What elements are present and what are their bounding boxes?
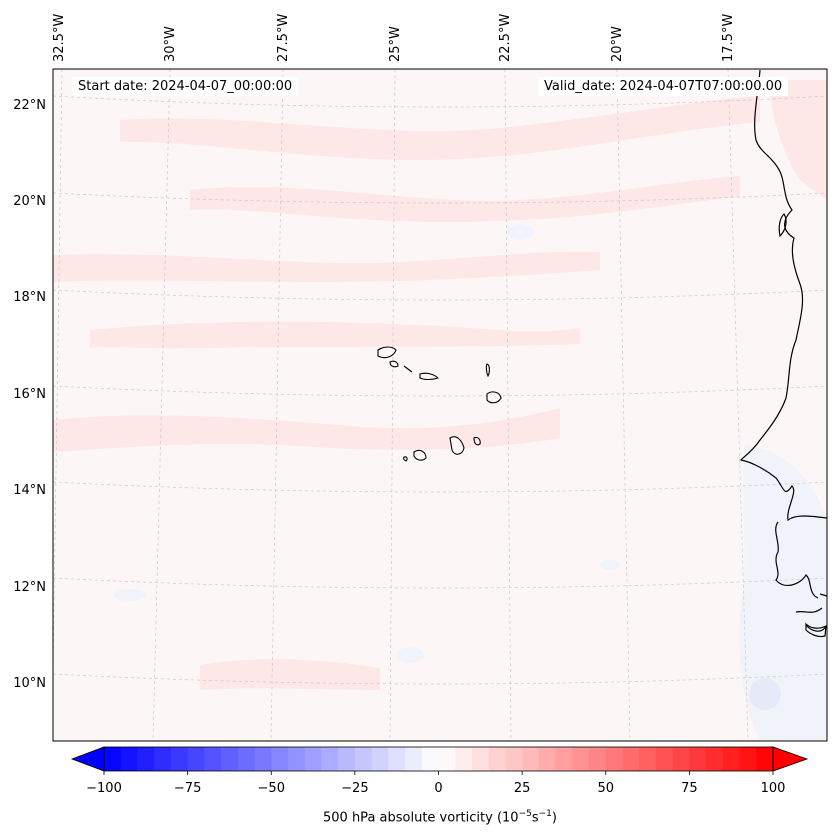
- cape-verde-islands: [377, 346, 502, 462]
- colorbar-ticks: [103, 771, 774, 775]
- colorbar-level: [672, 747, 690, 771]
- colorbar-tick-label: 75: [681, 781, 698, 796]
- colorbar-level: [321, 747, 339, 771]
- lon-label: 22.5°W: [498, 13, 513, 62]
- colorbar-level: [221, 747, 239, 771]
- colorbar-level: [170, 747, 189, 771]
- colorbar-level: [421, 747, 440, 771]
- colorbar-level: [622, 747, 640, 771]
- colorbar-level: [739, 747, 757, 771]
- colorbar-level: [104, 747, 122, 771]
- island-sao-vicente: [389, 360, 399, 368]
- colorbar-label-unit: s: [531, 810, 539, 826]
- lon-label: 30°W: [163, 26, 178, 62]
- colorbar-tick-label: −75: [173, 781, 202, 796]
- lon-label: 32.5°W: [52, 13, 67, 62]
- island-boa-vista: [486, 391, 502, 404]
- colorbar-level: [589, 747, 607, 771]
- lat-label: 18°N: [13, 290, 46, 305]
- lon-label: 27.5°W: [276, 13, 291, 62]
- colorbar-level: [271, 747, 289, 771]
- lon-label: 25°W: [388, 26, 403, 62]
- colorbar-tick-label: −25: [341, 781, 369, 796]
- lat-label: 16°N: [13, 387, 46, 402]
- negative-vorticity-patches: [114, 224, 827, 740]
- colorbar-label: 500 hPa absolute vorticity (10−5s−1): [0, 809, 837, 825]
- lat-label: 22°N: [13, 98, 46, 113]
- colorbar-level: [455, 747, 473, 771]
- colorbar-level: [405, 747, 423, 771]
- colorbar-level: [505, 747, 523, 771]
- island-sal: [485, 363, 490, 378]
- colorbar-level: [388, 747, 406, 771]
- colorbar-level: [722, 747, 741, 771]
- colorbar-label-exponent: −5: [518, 809, 532, 819]
- colorbar-level: [254, 747, 272, 771]
- lat-label: 10°N: [13, 676, 46, 691]
- colorbar-tick-label: −50: [257, 781, 285, 796]
- colorbar-tick-label: 0: [434, 781, 443, 796]
- colorbar-level: [204, 747, 222, 771]
- colorbar-level: [120, 747, 139, 771]
- colorbar-level: [488, 747, 506, 771]
- colorbar-tick-label: 25: [513, 781, 531, 796]
- colorbar-level: [154, 747, 172, 771]
- colorbar-level: [689, 747, 707, 771]
- lat-label: 12°N: [13, 580, 46, 595]
- colorbar-level: [354, 747, 373, 771]
- colorbar-tick-label: −100: [86, 781, 122, 796]
- colorbar-level: [438, 747, 456, 771]
- colorbar: [70, 746, 809, 772]
- colorbar-level: [522, 747, 540, 771]
- island-sao-nicolau: [419, 372, 440, 381]
- colorbar-level: [555, 747, 573, 771]
- colorbar-level: [538, 747, 557, 771]
- lat-label: 20°N: [13, 194, 46, 209]
- island-santiago: [449, 436, 465, 455]
- colorbar-level: [756, 747, 774, 771]
- colorbar-label-close: ): [551, 810, 557, 826]
- colorbar-level: [655, 747, 674, 771]
- island-fogo: [413, 449, 427, 461]
- colorbar-level: [304, 747, 323, 771]
- colorbar-level: [605, 747, 624, 771]
- colorbar-label-text: 500 hPa absolute vorticity (10: [323, 810, 519, 826]
- colorbar-level: [371, 747, 389, 771]
- colorbar-extend-min: [70, 746, 105, 772]
- island-brava: [403, 456, 408, 462]
- colorbar-level: [287, 747, 306, 771]
- island-santa-luzia: [403, 365, 413, 373]
- colorbar-level: [706, 747, 724, 771]
- island-maio: [473, 436, 481, 446]
- colorbar-tick-label: 50: [597, 781, 615, 796]
- start-date: Start date: 2024-04-07_00:00:00: [72, 77, 299, 96]
- colorbar-label-exponent: −1: [538, 809, 552, 819]
- colorbar-level: [137, 747, 155, 771]
- lat-label: 14°N: [13, 483, 46, 498]
- colorbar-level: [639, 747, 657, 771]
- positive-vorticity-bands: [53, 80, 827, 690]
- lon-label: 20°W: [610, 26, 625, 62]
- colorbar-level: [572, 747, 590, 771]
- colorbar-level: [187, 747, 205, 771]
- colorbar-level: [471, 747, 490, 771]
- graticule: [53, 69, 827, 741]
- coastline: [740, 69, 827, 638]
- map-frame: [52, 68, 828, 742]
- lon-label: 17.5°W: [721, 13, 736, 62]
- colorbar-tick-label: 100: [760, 781, 786, 796]
- island-santo-antao: [377, 346, 397, 359]
- colorbar-level: [338, 747, 356, 771]
- colorbar-extend-max: [772, 746, 809, 772]
- valid-date: Valid_date: 2024-04-07T07:00:00.00: [538, 77, 789, 96]
- map-background: [53, 69, 827, 741]
- colorbar-level: [237, 747, 256, 771]
